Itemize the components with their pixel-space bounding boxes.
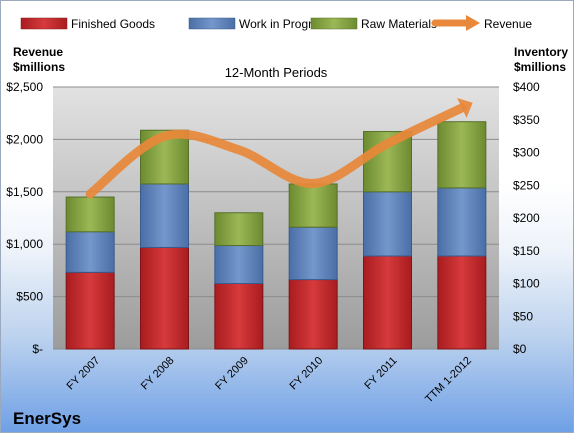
legend-label-raw-materials: Raw Materials xyxy=(361,17,437,31)
right-axis-ticks: $0 $50 $100 $150 $200 $250 $300 $350 $400 xyxy=(513,80,540,356)
bar-work-in-progress xyxy=(288,226,338,281)
x-tick-label: FY 2007 xyxy=(65,355,103,393)
bar-work-in-progress xyxy=(65,231,115,273)
legend-swatch-finished-goods xyxy=(20,17,68,30)
x-tick-label: FY 2010 xyxy=(288,355,326,393)
bar-raw-materials xyxy=(288,183,338,228)
right-tick-label: $150 xyxy=(513,244,540,258)
left-tick-label: $2,500 xyxy=(6,80,43,94)
right-tick-label: $200 xyxy=(513,211,540,225)
left-tick-label: $1,500 xyxy=(6,185,43,199)
bar-work-in-progress xyxy=(214,245,264,284)
legend: Finished Goods Work in Progress Raw Mate… xyxy=(20,15,532,31)
revenue-line-path xyxy=(85,103,467,199)
left-axis-ticks: $- $500 $1,000 $1,500 $2,000 $2,500 xyxy=(6,80,43,356)
right-tick-label: $400 xyxy=(513,80,540,94)
legend-label-finished-goods: Finished Goods xyxy=(71,17,155,31)
bar-finished-goods xyxy=(65,271,115,350)
chart-title: 12-Month Periods xyxy=(225,65,328,80)
plot-area xyxy=(53,87,499,349)
legend-arrow-revenue xyxy=(466,15,480,31)
bar-raw-materials xyxy=(65,196,115,233)
revenue-line xyxy=(85,98,473,199)
company-name: EnerSys xyxy=(13,409,81,428)
bar-work-in-progress xyxy=(363,191,412,257)
x-axis-labels: FY 2007 FY 2008 FY 2009 FY 2010 FY 2011 TTM 1… xyxy=(65,355,474,406)
bar-work-in-progress xyxy=(140,183,189,248)
left-tick-label: $- xyxy=(32,342,43,356)
bar-raw-materials xyxy=(214,212,264,247)
bar-finished-goods xyxy=(214,283,264,350)
left-tick-label: $1,000 xyxy=(6,237,43,251)
right-axis-label-line1: Inventory xyxy=(514,45,568,59)
left-tick-label: $500 xyxy=(16,290,43,304)
right-tick-label: $0 xyxy=(513,342,527,356)
bar-raw-materials xyxy=(437,121,487,189)
bar-finished-goods xyxy=(140,246,189,350)
left-tick-label: $2,000 xyxy=(6,132,43,146)
right-tick-label: $300 xyxy=(513,146,540,160)
legend-label-work-in-progress: Work in Progress xyxy=(239,17,331,31)
left-axis-label-line1: Revenue xyxy=(13,45,63,59)
bar-stacks xyxy=(65,121,487,350)
x-tick-label: TTM 1-2012 xyxy=(423,355,474,406)
x-tick-label: FY 2011 xyxy=(362,355,399,392)
bar-finished-goods xyxy=(437,255,487,350)
left-axis-label-line2: $millions xyxy=(13,60,65,74)
bar-finished-goods xyxy=(363,255,412,350)
x-tick-label: FY 2008 xyxy=(139,355,177,393)
gridlines xyxy=(53,86,499,350)
right-tick-label: $100 xyxy=(513,277,540,291)
right-tick-label: $250 xyxy=(513,178,540,192)
legend-swatch-work-in-progress xyxy=(188,17,236,30)
right-tick-label: $50 xyxy=(513,309,533,323)
revenue-line-arrowhead xyxy=(457,98,473,118)
bar-finished-goods xyxy=(288,279,338,350)
x-tick-label: FY 2009 xyxy=(213,355,251,393)
right-tick-label: $350 xyxy=(513,113,540,127)
bar-work-in-progress xyxy=(437,187,487,257)
legend-swatch-raw-materials xyxy=(310,17,358,30)
legend-label-revenue: Revenue xyxy=(484,17,532,31)
right-axis-label-line2: $millions xyxy=(514,60,566,74)
